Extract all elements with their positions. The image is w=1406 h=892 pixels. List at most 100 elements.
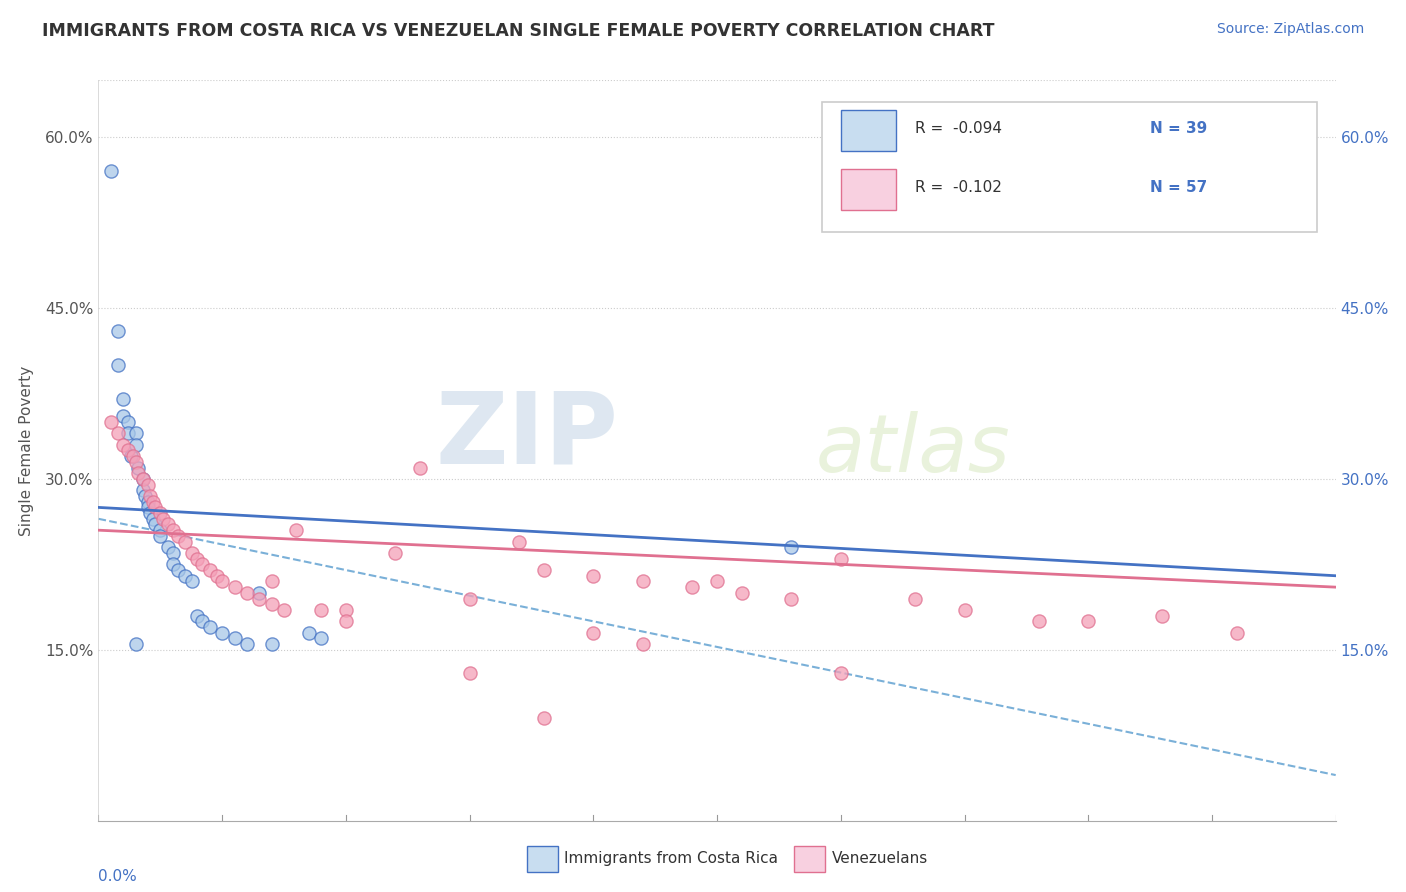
- Point: [181, 546, 204, 560]
- Point: [162, 558, 184, 572]
- Point: [1077, 615, 1099, 629]
- Point: [149, 506, 172, 520]
- Point: [100, 164, 122, 178]
- Point: [132, 472, 155, 486]
- Point: [830, 665, 852, 680]
- Point: [139, 489, 162, 503]
- Point: [127, 460, 149, 475]
- Point: [260, 574, 283, 589]
- Point: [124, 455, 146, 469]
- Point: [309, 632, 332, 646]
- Point: [458, 591, 481, 606]
- Point: [731, 586, 754, 600]
- Point: [107, 358, 129, 372]
- Point: [149, 523, 172, 537]
- Y-axis label: Single Female Poverty: Single Female Poverty: [18, 366, 34, 535]
- Point: [205, 568, 228, 582]
- Point: [112, 409, 135, 424]
- Point: [1152, 608, 1174, 623]
- Text: 0.0%: 0.0%: [98, 869, 138, 884]
- Point: [1226, 625, 1249, 640]
- Point: [100, 415, 122, 429]
- Point: [260, 597, 283, 611]
- Point: [132, 483, 155, 498]
- Point: [1028, 615, 1050, 629]
- Point: [117, 415, 139, 429]
- Point: [107, 426, 129, 441]
- Point: [533, 563, 555, 577]
- Point: [143, 500, 166, 515]
- Point: [132, 472, 155, 486]
- Point: [166, 529, 188, 543]
- Point: [124, 637, 146, 651]
- Point: [156, 541, 179, 555]
- Text: R =  -0.102: R = -0.102: [915, 180, 1002, 195]
- Point: [508, 534, 530, 549]
- Point: [780, 591, 803, 606]
- Point: [162, 546, 184, 560]
- Point: [117, 443, 139, 458]
- Point: [260, 637, 283, 651]
- Point: [191, 615, 214, 629]
- Point: [681, 580, 703, 594]
- Point: [582, 568, 605, 582]
- Point: [298, 625, 321, 640]
- Point: [124, 438, 146, 452]
- Point: [136, 500, 159, 515]
- Text: IMMIGRANTS FROM COSTA RICA VS VENEZUELAN SINGLE FEMALE POVERTY CORRELATION CHART: IMMIGRANTS FROM COSTA RICA VS VENEZUELAN…: [42, 22, 994, 40]
- Point: [780, 541, 803, 555]
- Point: [236, 637, 259, 651]
- Text: Venezuelans: Venezuelans: [832, 852, 928, 866]
- Text: atlas: atlas: [815, 411, 1011, 490]
- FancyBboxPatch shape: [823, 103, 1317, 232]
- Point: [149, 529, 172, 543]
- Point: [174, 534, 197, 549]
- Point: [143, 517, 166, 532]
- Point: [120, 449, 142, 463]
- Point: [582, 625, 605, 640]
- Point: [186, 551, 208, 566]
- Text: Immigrants from Costa Rica: Immigrants from Costa Rica: [564, 852, 778, 866]
- Point: [124, 426, 146, 441]
- Point: [953, 603, 976, 617]
- Point: [285, 523, 308, 537]
- Point: [533, 711, 555, 725]
- Point: [409, 460, 432, 475]
- Text: ZIP: ZIP: [436, 387, 619, 484]
- Point: [211, 625, 233, 640]
- Point: [174, 568, 197, 582]
- Text: R =  -0.094: R = -0.094: [915, 121, 1002, 136]
- Point: [273, 603, 295, 617]
- Text: N = 39: N = 39: [1150, 121, 1208, 136]
- Point: [136, 477, 159, 491]
- Point: [134, 489, 156, 503]
- Point: [156, 517, 179, 532]
- Point: [309, 603, 332, 617]
- Text: Source: ZipAtlas.com: Source: ZipAtlas.com: [1216, 22, 1364, 37]
- Point: [335, 615, 357, 629]
- Point: [142, 512, 165, 526]
- Point: [152, 512, 174, 526]
- Point: [236, 586, 259, 600]
- Point: [107, 324, 129, 338]
- Point: [247, 591, 270, 606]
- Point: [211, 574, 233, 589]
- FancyBboxPatch shape: [841, 110, 897, 151]
- FancyBboxPatch shape: [841, 169, 897, 210]
- Point: [224, 632, 246, 646]
- Point: [224, 580, 246, 594]
- Point: [904, 591, 927, 606]
- Point: [186, 608, 208, 623]
- Point: [127, 467, 149, 481]
- Point: [166, 563, 188, 577]
- Point: [181, 574, 204, 589]
- Point: [117, 426, 139, 441]
- Point: [384, 546, 406, 560]
- Point: [198, 563, 221, 577]
- Point: [112, 438, 135, 452]
- Point: [247, 586, 270, 600]
- Point: [830, 551, 852, 566]
- Point: [458, 665, 481, 680]
- Point: [706, 574, 728, 589]
- Point: [139, 506, 162, 520]
